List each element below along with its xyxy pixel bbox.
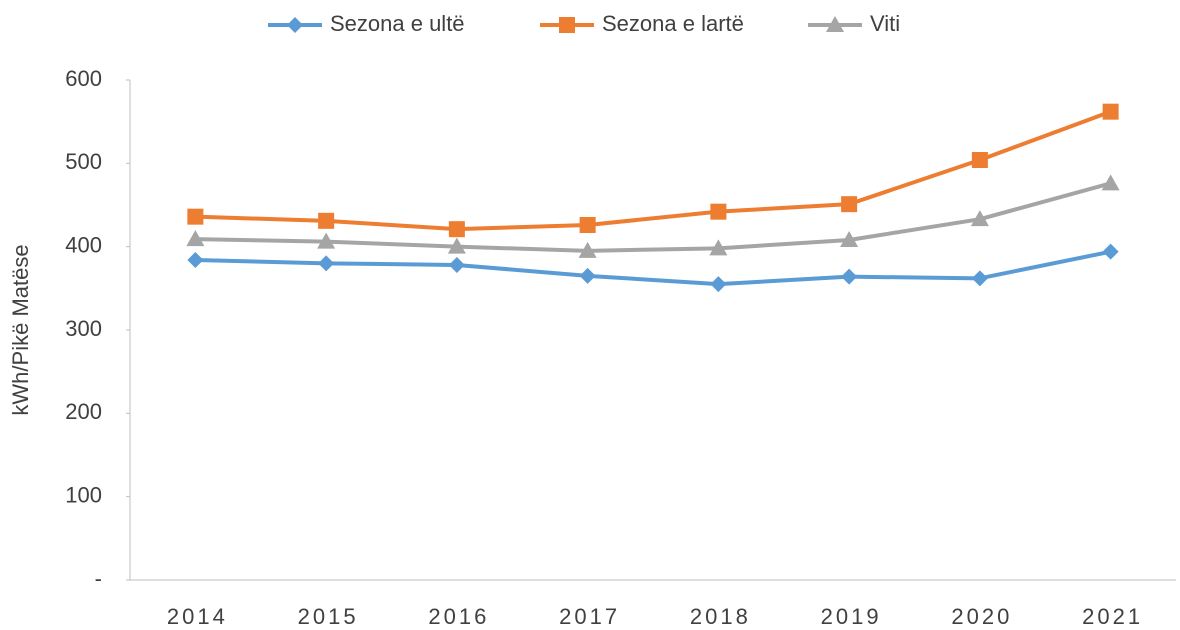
x-tick-label: 2019: [821, 604, 882, 629]
y-tick-label: 200: [65, 399, 102, 424]
y-tick-label: 100: [65, 482, 102, 507]
x-tick-label: 2020: [951, 604, 1012, 629]
legend-marker: [559, 17, 575, 33]
data-point: [448, 221, 465, 238]
series-line: [195, 181, 1112, 253]
x-tick-label: 2016: [428, 604, 489, 629]
y-tick-label: 600: [65, 66, 102, 91]
data-point: [579, 267, 596, 284]
y-tick-label: 500: [65, 149, 102, 174]
series-line: [195, 109, 1112, 232]
series-line: [195, 249, 1112, 287]
data-point: [186, 230, 205, 247]
legend-marker: [826, 16, 844, 32]
data-point: [1101, 174, 1120, 191]
data-point: [187, 252, 204, 268]
data-point: [970, 210, 989, 227]
data-point: [187, 208, 204, 225]
x-tick-label: 2015: [298, 604, 359, 629]
y-tick-label: 300: [65, 316, 102, 341]
y-tick-label: 400: [65, 232, 102, 257]
data-point: [318, 212, 335, 229]
x-tick-label: 2017: [559, 604, 620, 629]
data-point: [578, 241, 597, 258]
x-tick-label: 2021: [1082, 604, 1143, 629]
data-point: [709, 239, 728, 256]
data-point: [1102, 103, 1119, 120]
data-point: [841, 196, 858, 213]
data-point: [1102, 243, 1119, 260]
data-point: [971, 152, 988, 168]
legend-label: Sezona e ultë: [330, 11, 465, 36]
data-point: [447, 237, 466, 254]
data-point: [317, 232, 336, 249]
data-point: [448, 257, 465, 273]
data-point: [971, 270, 988, 287]
y-axis-title: kWh/Pikë Matëse: [8, 244, 33, 415]
data-point: [840, 231, 859, 247]
data-point: [710, 276, 727, 293]
legend-label: Viti: [870, 11, 900, 36]
y-tick-label: -: [95, 566, 102, 591]
x-tick-label: 2018: [690, 604, 751, 629]
data-point: [841, 268, 858, 285]
legend-label: Sezona e lartë: [602, 11, 744, 36]
legend-marker: [287, 17, 303, 33]
data-point: [710, 203, 727, 220]
data-point: [579, 217, 596, 233]
x-tick-label: 2014: [167, 604, 228, 629]
data-point: [318, 255, 335, 272]
